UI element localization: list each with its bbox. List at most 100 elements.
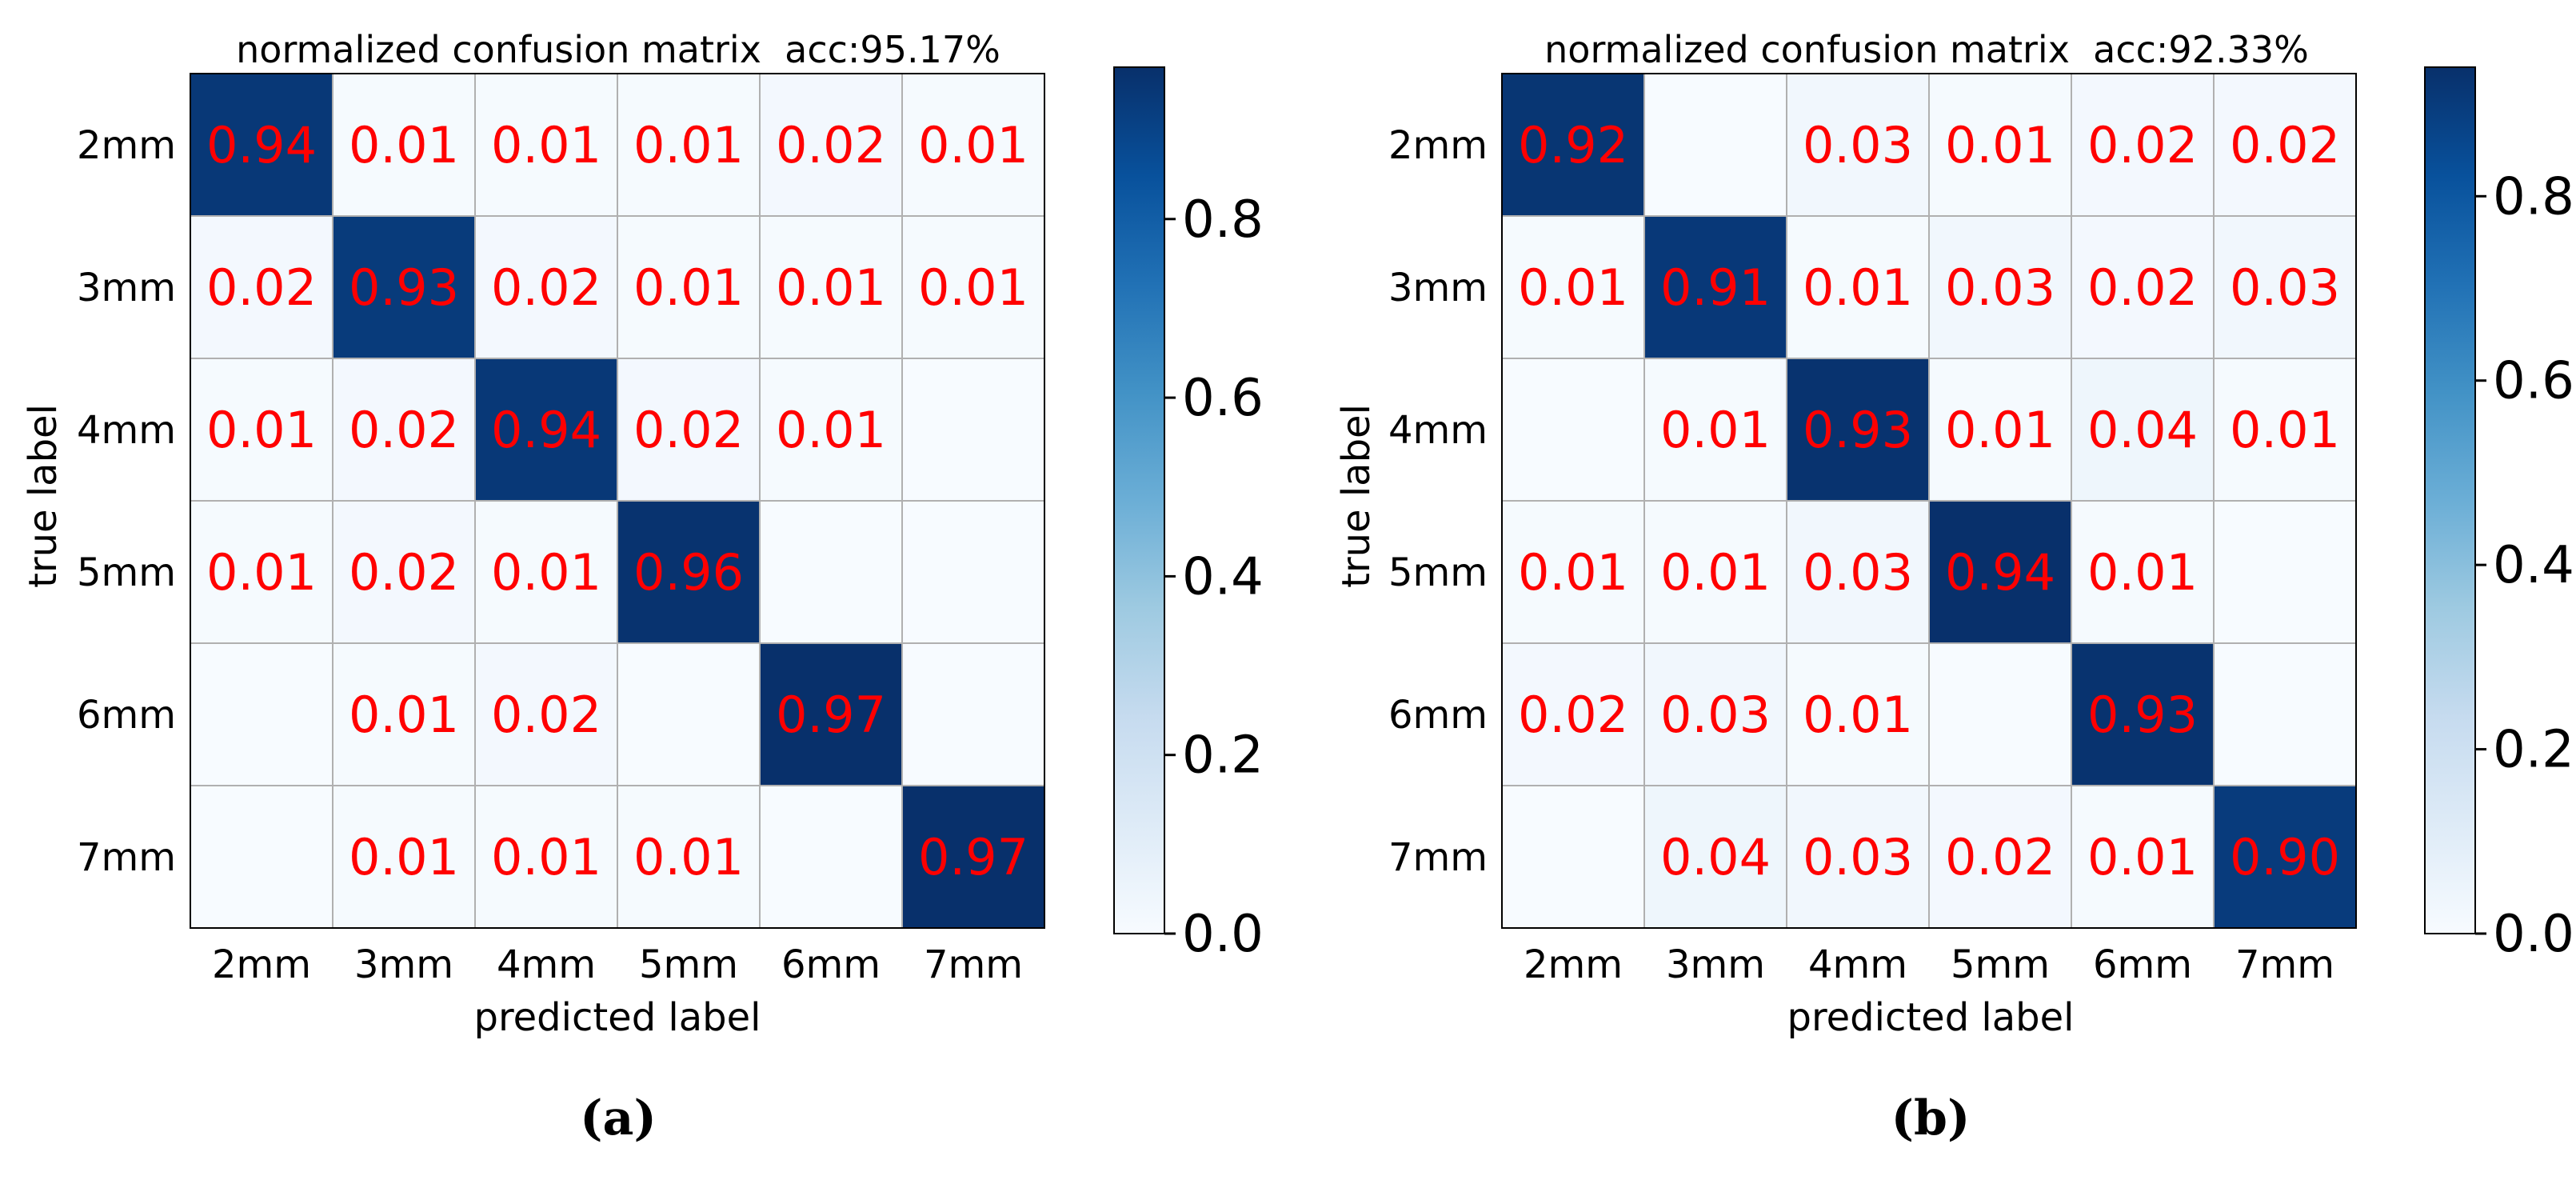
heatmap-cell bbox=[475, 216, 617, 358]
colorbar-tick-label: 0.4 bbox=[1182, 547, 1264, 606]
cell-value-label: 0.01 bbox=[206, 401, 317, 459]
heatmap-cell bbox=[1929, 501, 2071, 643]
cell-value-label: 0.01 bbox=[491, 116, 601, 174]
cell-value-label: 0.03 bbox=[1803, 116, 1913, 174]
y-tick-label: 7mm bbox=[1388, 835, 1488, 880]
heatmap-cell bbox=[617, 501, 760, 643]
cell-value-label: 0.01 bbox=[633, 258, 744, 317]
colorbar-tick-label: 0.0 bbox=[1182, 905, 1264, 964]
heatmap-cell bbox=[1929, 643, 2071, 786]
cell-value-label: 0.93 bbox=[349, 258, 459, 317]
x-tick-label: 2mm bbox=[1524, 942, 1623, 987]
heatmap-cell bbox=[1644, 358, 1787, 501]
heatmap-cell bbox=[760, 74, 902, 216]
panel-caption: (b) bbox=[1891, 1090, 1971, 1146]
cell-labels: 0.94 0.01 0.01 0.01 0.02 0.01 0.02 0.93 0.02 0.01… bbox=[206, 116, 1028, 886]
heatmap-cell bbox=[617, 358, 760, 501]
heatmap-cell bbox=[475, 643, 617, 786]
cell-value-label: 0.02 bbox=[633, 401, 744, 459]
y-axis-label: true label bbox=[1334, 404, 1379, 588]
heatmap-cells bbox=[190, 74, 1044, 928]
x-tick-label: 5mm bbox=[1951, 942, 2050, 987]
colorbar bbox=[1113, 66, 1165, 934]
heatmap-cell bbox=[2071, 74, 2214, 216]
cell-value-label: 0.02 bbox=[491, 258, 601, 317]
x-tick-label: 7mm bbox=[2235, 942, 2334, 987]
colorbar-tick-label: 0.0 bbox=[2493, 905, 2574, 964]
x-tick-labels: 2mm 3mm 4mm 5mm 6mm 7mm bbox=[1524, 942, 2334, 987]
cell-value-label: 0.01 bbox=[2087, 828, 2198, 886]
cell-value-label: 0.93 bbox=[1803, 401, 1913, 459]
x-tick-label: 3mm bbox=[1666, 942, 1765, 987]
heatmap-cell bbox=[902, 501, 1044, 643]
cell-value-label: 0.90 bbox=[2230, 828, 2340, 886]
cell-value-label: 0.01 bbox=[633, 828, 744, 886]
cell-value-label: 0.02 bbox=[349, 543, 459, 602]
heatmap-cell bbox=[190, 216, 333, 358]
cell-value-label: 0.04 bbox=[1660, 828, 1771, 886]
heatmap-cell bbox=[475, 786, 617, 928]
heatmap-cell bbox=[617, 74, 760, 216]
cell-value-label: 0.96 bbox=[633, 543, 744, 602]
grid-lines bbox=[190, 73, 1045, 929]
heatmap-cell bbox=[1502, 643, 1644, 786]
chart-title: normalized confusion matrix acc:92.33% bbox=[1544, 28, 2309, 71]
cell-value-label: 0.02 bbox=[1945, 828, 2055, 886]
heatmap-cell bbox=[760, 501, 902, 643]
heatmap-cell bbox=[902, 216, 1044, 358]
heatmap-cell bbox=[1502, 786, 1644, 928]
cell-value-label: 0.02 bbox=[206, 258, 317, 317]
cell-value-label: 0.01 bbox=[349, 828, 459, 886]
heatmap-cell bbox=[475, 74, 617, 216]
y-tick-label: 5mm bbox=[77, 550, 176, 595]
heatmap-cell bbox=[1929, 358, 2071, 501]
heatmap-cell bbox=[1644, 216, 1787, 358]
cell-value-label: 0.92 bbox=[1518, 116, 1628, 174]
cell-value-label: 0.94 bbox=[1945, 543, 2055, 602]
cell-value-label: 0.01 bbox=[349, 116, 459, 174]
heatmap-cell bbox=[1644, 501, 1787, 643]
cell-value-label: 0.02 bbox=[349, 401, 459, 459]
heatmap-cell bbox=[1644, 643, 1787, 786]
x-tick-label: 4mm bbox=[497, 942, 596, 987]
heatmap-cell bbox=[617, 643, 760, 786]
heatmap-cell bbox=[475, 501, 617, 643]
cell-value-label: 0.01 bbox=[1945, 401, 2055, 459]
cell-value-label: 0.97 bbox=[918, 828, 1028, 886]
cell-value-label: 0.94 bbox=[491, 401, 601, 459]
heatmap-cell bbox=[760, 786, 902, 928]
heatmap-cell bbox=[1502, 501, 1644, 643]
x-tick-label: 3mm bbox=[354, 942, 453, 987]
cell-value-label: 0.91 bbox=[1660, 258, 1771, 317]
heatmap-cell bbox=[333, 643, 475, 786]
x-tick-label: 6mm bbox=[2093, 942, 2192, 987]
x-tick-label: 2mm bbox=[212, 942, 311, 987]
heatmap-cell bbox=[333, 786, 475, 928]
heatmap-cell bbox=[902, 358, 1044, 501]
x-axis-label: predicted label bbox=[1787, 995, 2074, 1040]
heatmap-cell bbox=[2214, 501, 2356, 643]
heatmap-cell bbox=[2071, 358, 2214, 501]
y-tick-label: 6mm bbox=[1388, 693, 1488, 738]
y-tick-label: 7mm bbox=[77, 835, 176, 880]
heatmap-cell bbox=[1787, 501, 1929, 643]
cell-value-label: 0.02 bbox=[2087, 116, 2198, 174]
cell-value-label: 0.01 bbox=[1945, 116, 2055, 174]
heatmap-cell bbox=[617, 216, 760, 358]
heatmap-cell bbox=[1787, 216, 1929, 358]
y-tick-labels: 2mm 3mm 4mm 5mm 6mm 7mm bbox=[77, 123, 176, 880]
panel-b: normalized confusion matrix acc:92.33% 0… bbox=[1334, 28, 2574, 1146]
heatmap-cell bbox=[1929, 786, 2071, 928]
heatmap-cell bbox=[190, 358, 333, 501]
y-tick-label: 4mm bbox=[1388, 408, 1488, 453]
cell-value-label: 0.01 bbox=[918, 258, 1028, 317]
heatmap-cell bbox=[2214, 216, 2356, 358]
cell-value-label: 0.01 bbox=[1803, 258, 1913, 317]
heatmap-cell bbox=[2214, 74, 2356, 216]
heatmap-cell bbox=[2214, 358, 2356, 501]
y-tick-label: 5mm bbox=[1388, 550, 1488, 595]
heatmap-cell bbox=[190, 74, 333, 216]
heatmap-cell bbox=[333, 74, 475, 216]
heatmap-cell bbox=[2214, 786, 2356, 928]
